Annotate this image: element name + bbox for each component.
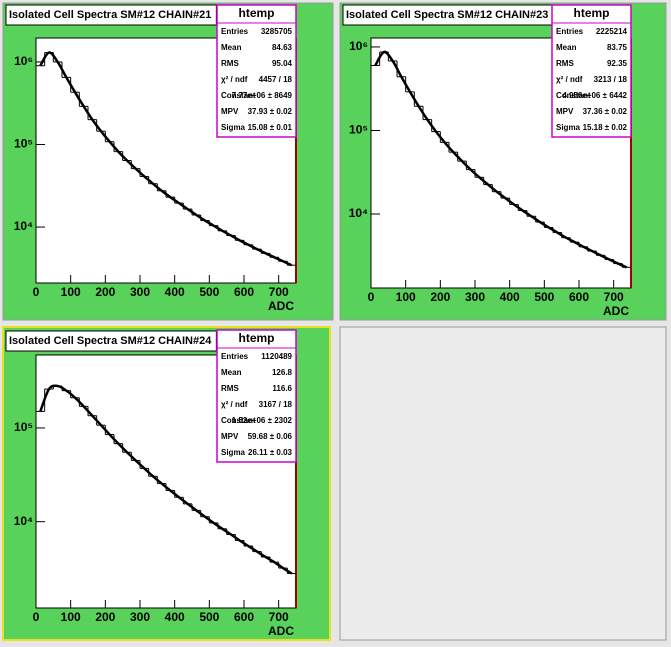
stats-label: RMS	[221, 59, 239, 68]
stats-label: Sigma	[221, 123, 246, 132]
x-tick-label: 200	[95, 285, 115, 299]
stats-value: 4.956e+06 ± 6442	[562, 91, 627, 100]
stats-value: 15.08 ± 0.01	[248, 123, 293, 132]
y-tick-label: 10⁴	[14, 219, 33, 233]
stats-value: 83.75	[607, 43, 628, 52]
stats-label: χ² / ndf	[221, 75, 248, 84]
x-tick-label: 100	[61, 285, 81, 299]
stats-label: RMS	[556, 59, 574, 68]
y-tick-label: 10⁴	[349, 206, 368, 220]
y-tick-label: 10⁶	[14, 54, 33, 68]
x-tick-label: 200	[95, 610, 115, 624]
x-tick-label: 500	[534, 290, 554, 304]
y-tick-label: 10⁴	[14, 514, 33, 528]
pad[interactable]	[339, 326, 667, 641]
x-tick-label: 700	[269, 285, 289, 299]
x-tick-label: 0	[368, 290, 375, 304]
x-tick-label: 400	[500, 290, 520, 304]
stats-value: 2225214	[596, 27, 628, 36]
stats-value: 84.63	[272, 43, 293, 52]
stats-label: Mean	[221, 368, 242, 377]
x-tick-label: 700	[604, 290, 624, 304]
y-tick-label: 10⁶	[349, 39, 368, 53]
x-tick-label: 100	[61, 610, 81, 624]
stats-title: htemp	[239, 6, 275, 20]
x-tick-label: 600	[234, 610, 254, 624]
stats-title: htemp	[239, 331, 275, 345]
x-tick-label: 700	[269, 610, 289, 624]
stats-label: RMS	[221, 384, 239, 393]
x-axis-label: ADC	[268, 299, 294, 313]
stats-box	[216, 329, 297, 463]
stats-value: 7.77e+06 ± 8649	[232, 91, 293, 100]
stats-value: 1120489	[261, 352, 292, 361]
stats-value: 37.93 ± 0.02	[248, 107, 293, 116]
fit-curve	[39, 384, 293, 575]
stats-label: MPV	[556, 107, 574, 116]
fit-curve	[374, 50, 628, 269]
stats-value: 116.6	[272, 384, 292, 393]
x-tick-label: 600	[569, 290, 589, 304]
x-tick-label: 0	[33, 610, 40, 624]
x-tick-label: 300	[465, 290, 485, 304]
stats-label: χ² / ndf	[556, 75, 583, 84]
x-tick-label: 600	[234, 285, 254, 299]
x-tick-label: 400	[165, 610, 185, 624]
x-tick-label: 300	[130, 285, 150, 299]
stats-label: MPV	[221, 432, 239, 441]
x-tick-label: 0	[33, 285, 40, 299]
stats-label: Constant	[556, 91, 591, 100]
stats-label: Mean	[221, 43, 242, 52]
stats-box	[216, 4, 297, 138]
stats-label: Sigma	[556, 123, 581, 132]
fit-curve	[39, 51, 293, 267]
x-axis-label: ADC	[603, 304, 629, 318]
stats-label: Entries	[221, 352, 249, 361]
stats-label: MPV	[221, 107, 239, 116]
y-tick-label: 10⁵	[349, 123, 368, 137]
x-axis-label: ADC	[268, 624, 294, 638]
stats-label: Constant	[221, 416, 256, 425]
stats-value: 95.04	[272, 59, 293, 68]
chart-title: Isolated Cell Spectra SM#12 CHAIN#23	[346, 9, 548, 21]
x-tick-label: 500	[199, 610, 219, 624]
stats-value: 26.11 ± 0.03	[248, 448, 293, 457]
x-tick-label: 100	[396, 290, 416, 304]
stats-value: 126.8	[272, 368, 293, 377]
chart-title: Isolated Cell Spectra SM#12 CHAIN#24	[9, 335, 212, 347]
stats-value: 15.18 ± 0.02	[583, 123, 628, 132]
stats-label: Sigma	[221, 448, 246, 457]
stats-label: Mean	[556, 43, 577, 52]
stats-label: Constant	[221, 91, 256, 100]
stats-value: 3285705	[261, 27, 293, 36]
y-tick-label: 10⁵	[14, 420, 33, 434]
stats-value: 92.35	[607, 59, 628, 68]
chart-title: Isolated Cell Spectra SM#12 CHAIN#21	[9, 9, 211, 21]
x-tick-label: 200	[430, 290, 450, 304]
stats-value: 59.68 ± 0.06	[248, 432, 293, 441]
stats-value: 3167 / 18	[259, 400, 293, 409]
stats-label: Entries	[221, 27, 249, 36]
stats-value: 37.36 ± 0.02	[583, 107, 628, 116]
stats-box	[551, 4, 632, 138]
x-tick-label: 500	[199, 285, 219, 299]
stats-label: χ² / ndf	[221, 400, 248, 409]
x-tick-label: 300	[130, 610, 150, 624]
y-tick-label: 10⁵	[14, 137, 33, 151]
stats-value: 3213 / 18	[594, 75, 628, 84]
stats-value: 1.52e+06 ± 2302	[232, 416, 293, 425]
x-tick-label: 400	[165, 285, 185, 299]
stats-title: htemp	[574, 6, 610, 20]
stats-label: Entries	[556, 27, 584, 36]
stats-value: 4457 / 18	[259, 75, 293, 84]
